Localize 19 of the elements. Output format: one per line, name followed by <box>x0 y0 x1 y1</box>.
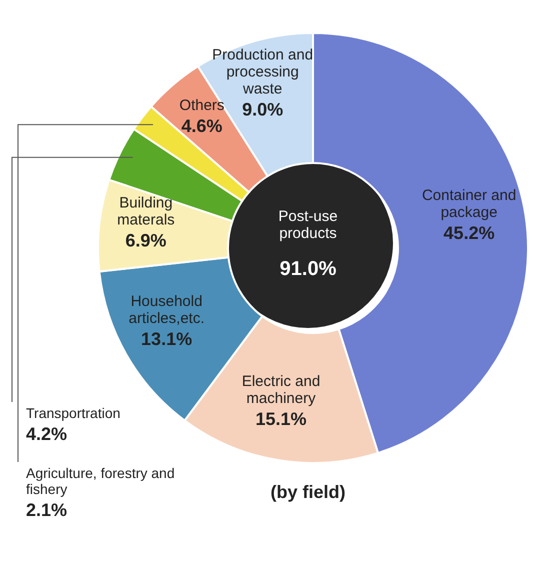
text: Post-use products <box>278 208 338 242</box>
slice-label: Production and processing waste <box>212 46 314 98</box>
slice-label: Agriculture, forestry and fishery <box>26 465 175 497</box>
data-label: 6.9% <box>125 230 166 251</box>
data-label: 2.1% <box>26 500 68 520</box>
slice-label: Electric and machinery <box>242 372 320 407</box>
data-label: 4.2% <box>26 424 68 444</box>
slice-label: Others <box>179 97 224 114</box>
slice-label: Container and package <box>422 187 516 222</box>
data-label: 15.1% <box>256 408 307 429</box>
data-label: 4.6% <box>181 116 222 136</box>
data-label: 9.0% <box>242 99 284 120</box>
text: (by field) <box>270 482 346 502</box>
slice-label: Transportration <box>26 405 120 421</box>
text: 91.0% <box>280 258 337 280</box>
slice-label: Building materals <box>117 194 175 229</box>
data-label: 13.1% <box>141 329 192 350</box>
slice-label: Household articles,etc. <box>128 293 205 328</box>
data-label: 45.2% <box>444 223 495 244</box>
